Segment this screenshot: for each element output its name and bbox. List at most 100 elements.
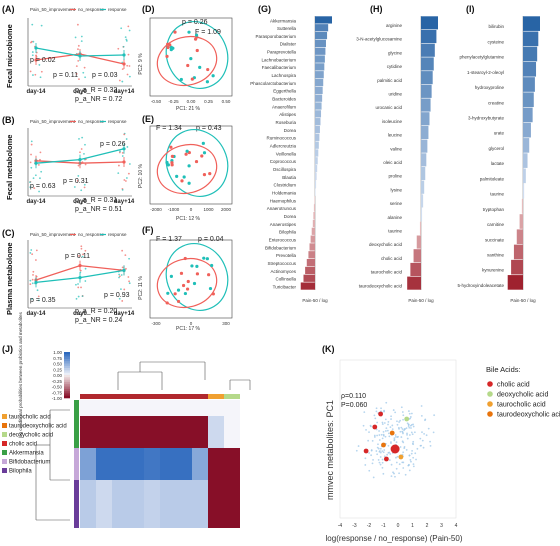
metabolite-point [413, 431, 416, 434]
colorbar-tick: -0.25 [52, 379, 63, 384]
metabolite-point [419, 437, 422, 440]
legend-marker [487, 411, 493, 417]
sample-point [211, 292, 215, 296]
column-annotation [112, 394, 128, 399]
data-point [126, 64, 129, 67]
metabolite-point [387, 423, 389, 426]
bar [421, 125, 429, 139]
bar [303, 274, 315, 282]
metabolite-point [387, 421, 390, 423]
sample-point [186, 63, 190, 68]
heatmap-cell [160, 432, 176, 448]
bar-label: cytidine [387, 64, 403, 69]
data-point [121, 249, 124, 252]
panel-c-p2: p = 0.11 [65, 253, 90, 260]
data-point [124, 180, 127, 182]
metabolite-point [398, 421, 400, 423]
data-point [81, 255, 84, 258]
bar [521, 198, 523, 214]
panel-e-ylabel: PC2: 10 % [138, 163, 144, 187]
metabolite-point [403, 445, 406, 448]
data-point [31, 54, 34, 57]
panel-c-pa-r: p_a_R = 0.20 [75, 308, 117, 315]
bar-label: Eggerthella [273, 89, 296, 94]
metabolite-point [378, 461, 381, 464]
data-point [126, 73, 129, 76]
legend-marker [487, 401, 493, 407]
metabolite-point [381, 450, 384, 453]
x-tick-label: day+14 [114, 89, 135, 95]
ellipse-no-response [156, 143, 218, 195]
metabolite-point [355, 449, 358, 452]
data-point [80, 245, 83, 248]
ellipse-response [165, 129, 229, 197]
heatmap-cell [96, 400, 112, 416]
heatmap-cell [160, 480, 176, 496]
sample-point [208, 171, 212, 176]
sample-point [183, 256, 187, 261]
data-point [32, 177, 35, 180]
data-point [125, 38, 128, 41]
row-legend-label: deoxycholic acid [9, 433, 53, 439]
bar-label: Sutterella [277, 26, 297, 31]
data-point [128, 29, 131, 32]
bar [315, 16, 332, 24]
colorbar-segment [64, 358, 70, 362]
bar [315, 86, 323, 94]
metabolite-point [402, 432, 404, 435]
data-point [77, 283, 79, 285]
bar [315, 133, 320, 141]
bar [523, 16, 540, 31]
colorbar-segment [64, 377, 70, 380]
bar [315, 165, 318, 173]
panel-e-plot: -2000 -1000 0 1000 2000 [149, 125, 233, 212]
sample-point [187, 164, 191, 168]
x-tick-label: 0 [397, 523, 400, 529]
row-legend-swatch [2, 414, 7, 419]
bar [407, 276, 421, 290]
metabolite-point [396, 423, 399, 426]
bar [523, 122, 531, 138]
bar-label: alanine [387, 215, 402, 220]
bile-acid-point [363, 448, 369, 454]
sample-point [207, 273, 211, 277]
bar-label: urocanic acid [375, 105, 402, 110]
bar [519, 214, 523, 229]
heatmap-cell [112, 512, 128, 528]
panel-c-p1: p = 0.35 [30, 297, 56, 304]
metabolite-point [401, 428, 404, 430]
x-tick-label: day0 [73, 89, 87, 95]
bar-label: taurine [388, 228, 402, 233]
panel-i-rank-bars: (I) bilirubin cysteine phenylacetylglutami… [457, 4, 540, 303]
panel-f-f: F = 1.37 [156, 236, 182, 243]
heatmap-cell [208, 496, 224, 512]
data-point [83, 186, 86, 189]
metabolite-point [425, 434, 428, 437]
colorbar-segment [64, 386, 70, 390]
panel-f-p: p = 0.04 [198, 236, 224, 243]
panel-b-p3: p = 0.26 [100, 141, 126, 148]
panel-k-plot: -4 -3 -2 -1 0 1 2 3 4 [338, 359, 458, 529]
bar [315, 180, 317, 188]
heatmap-cell [80, 464, 96, 480]
panel-c-plot: day-14 day0 day+14 [26, 240, 135, 317]
data-point [123, 288, 126, 291]
metabolite-point [372, 476, 375, 479]
bar [421, 57, 434, 71]
ellipse-no-response [156, 257, 218, 309]
data-point [76, 23, 79, 26]
bar-label: Veillonella [276, 151, 297, 156]
bar-label: Bacteroides [272, 97, 297, 102]
metabolite-point [386, 453, 389, 456]
panel-f-label: (F) [142, 225, 154, 235]
heatmap-cell [176, 432, 192, 448]
bar-label: 3-N-acetylglucosamine [356, 37, 402, 42]
x-tick-label: 0 [190, 207, 193, 212]
metabolite-point [368, 452, 370, 454]
ellipse-response [165, 21, 229, 89]
bar [421, 98, 431, 112]
heatmap-cell [224, 416, 240, 432]
bar [421, 139, 428, 153]
metabolite-point [393, 472, 395, 475]
bar [315, 141, 319, 149]
